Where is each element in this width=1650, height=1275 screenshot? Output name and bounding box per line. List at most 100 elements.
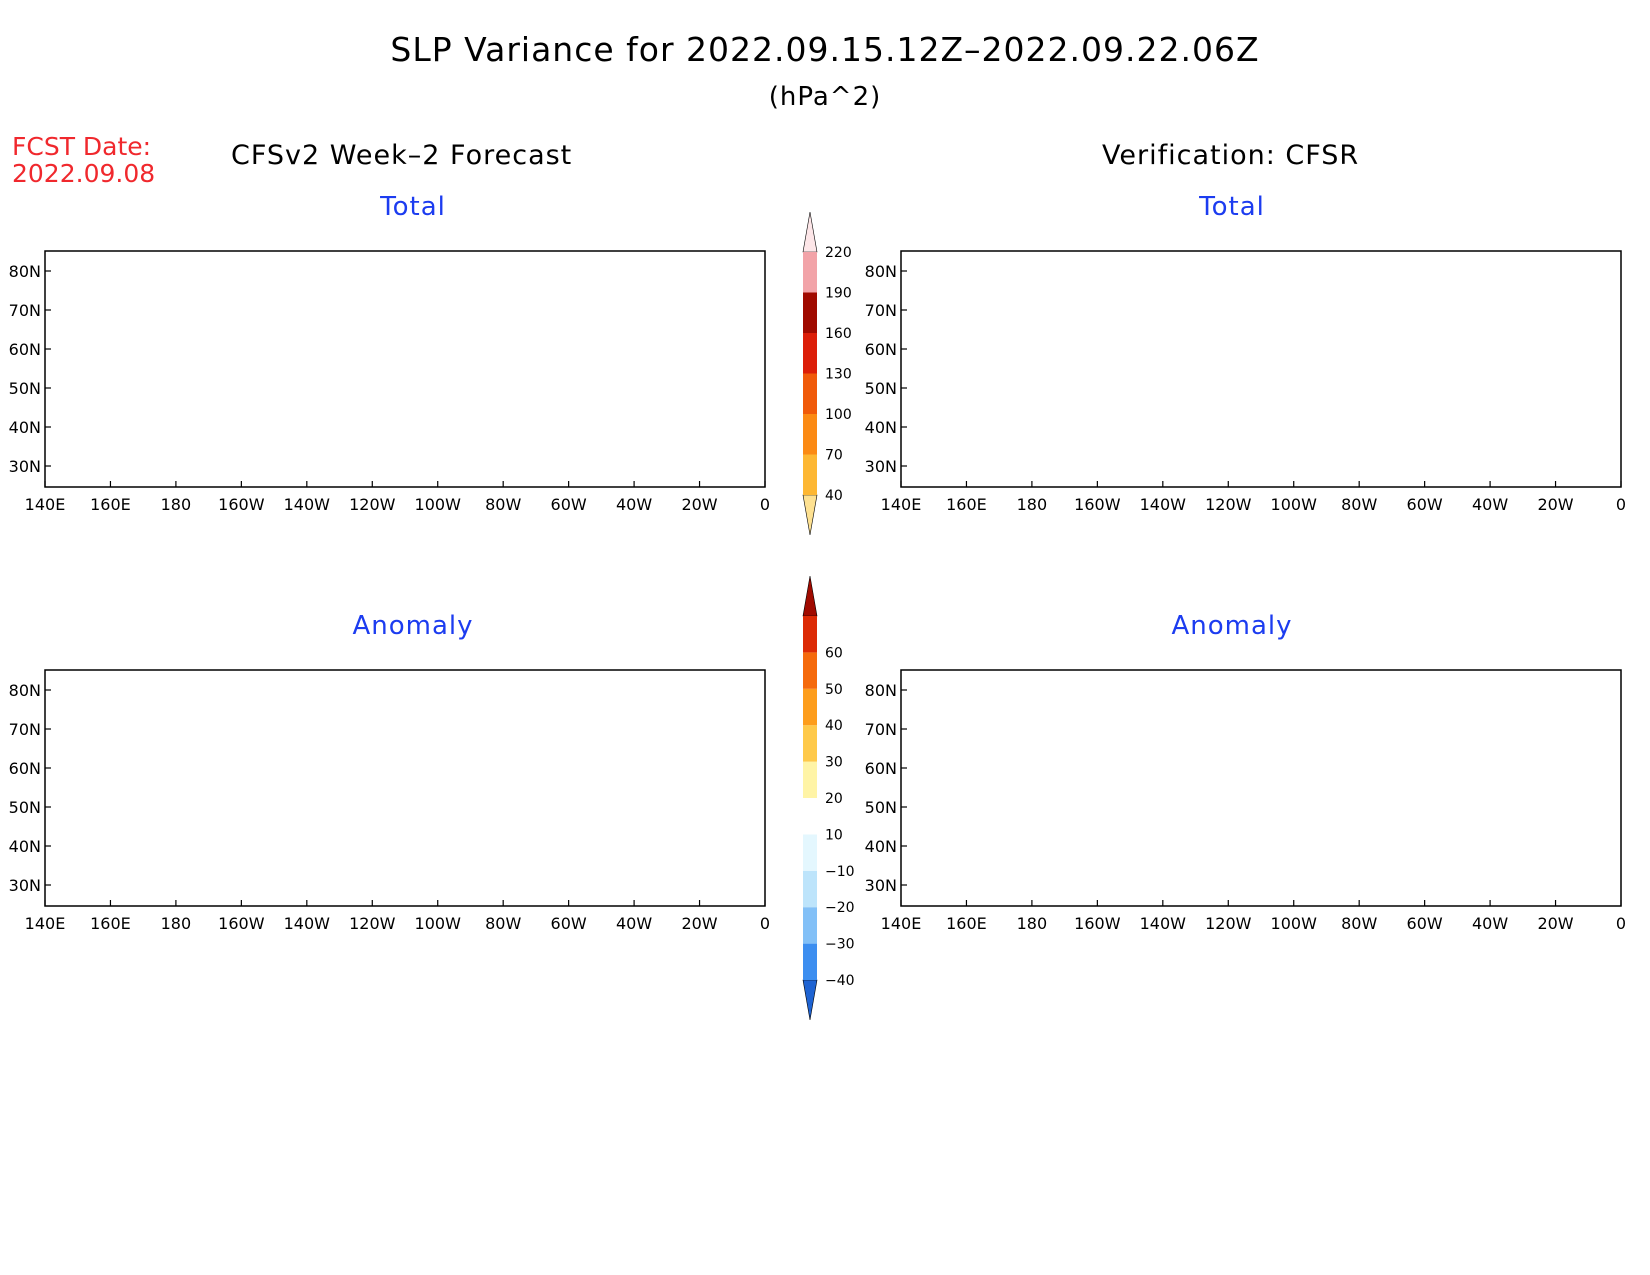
forecast-total-lon-label: 60W	[551, 495, 587, 514]
verification-anomaly-lon-label: 160E	[946, 914, 987, 933]
forecast-anomaly-lon-label: 100W	[415, 914, 462, 933]
verification-total-lon-label: 80W	[1341, 495, 1377, 514]
verification-total-lon-label: 160W	[1074, 495, 1121, 514]
total-colorbar-swatch	[803, 252, 817, 293]
verification-anomaly-lat-label: 40N	[865, 837, 897, 856]
total-colorbar-level-label: 70	[825, 448, 843, 464]
verification-total-lon-label: 160E	[946, 495, 987, 514]
total-colorbar-swatch	[803, 292, 817, 333]
verification-total-lon-label: 40W	[1472, 495, 1508, 514]
forecast-anomaly-lon-label: 20W	[681, 914, 717, 933]
anomaly-colorbar-level-label: −40	[825, 973, 855, 989]
verification-anomaly-lon-label: 180	[1017, 914, 1048, 933]
verification-anomaly-lon-label: 140W	[1140, 914, 1187, 933]
anomaly-colorbar: −40 −30 −20 −10 10 20 30 40 50 60	[802, 575, 855, 1021]
verification-anomaly-lon-label: 140E	[881, 914, 922, 933]
forecast-total-title: Total	[380, 192, 446, 222]
verification-total-lon-label: 140W	[1140, 495, 1187, 514]
forecast-total-lat-label: 60N	[9, 340, 41, 359]
total-colorbar-min-triangle	[802, 494, 818, 536]
forecast-total-lat-label: 70N	[9, 301, 41, 320]
forecast-anomaly-lon-label: 60W	[551, 914, 587, 933]
anomaly-colorbar-level-label: −30	[825, 937, 855, 953]
anomaly-colorbar-level-label: 40	[825, 718, 843, 734]
verification-anomaly-lat-label: 30N	[865, 876, 897, 895]
verification-anomaly-lat-label: 80N	[865, 681, 897, 700]
forecast-anomaly-lon-label: 160E	[90, 914, 131, 933]
anomaly-colorbar-max-triangle	[802, 575, 818, 617]
anomaly-colorbar-level-label: −20	[825, 900, 855, 916]
anomaly-colorbar-swatch	[803, 907, 817, 944]
total-colorbar-max-triangle	[802, 211, 818, 253]
anomaly-colorbar-level-label: 50	[825, 682, 843, 698]
total-colorbar-level-label: 100	[825, 407, 852, 423]
verification-anomaly-lat-label: 70N	[865, 720, 897, 739]
verification-total-lat-label: 60N	[865, 340, 897, 359]
forecast-total-map	[44, 250, 766, 488]
fcst-date-label: FCST Date:	[12, 132, 152, 161]
forecast-total-lon-label: 160E	[90, 495, 131, 514]
map-axes: 80N 70N 60N 50N 40N 30N 140E 160E 180 160W 140W 120…	[9, 262, 1626, 933]
forecast-anomaly-lon-label: 40W	[616, 914, 652, 933]
verification-anomaly-map	[900, 669, 1622, 907]
forecast-total-lon-label: 20W	[681, 495, 717, 514]
verification-total-lon-label: 60W	[1407, 495, 1443, 514]
verification-anomaly-lat-label: 60N	[865, 759, 897, 778]
forecast-anomaly-lon-label: 180	[161, 914, 192, 933]
total-colorbar-level-label: 40	[825, 488, 843, 504]
forecast-total-lon-label: 180	[161, 495, 192, 514]
forecast-anomaly-lat-label: 50N	[9, 798, 41, 817]
verification-total-lat-label: 40N	[865, 418, 897, 437]
anomaly-colorbar-level-label: 30	[825, 755, 843, 771]
verification-total-lon-label: 120W	[1205, 495, 1252, 514]
forecast-anomaly-lon-label: 160W	[218, 914, 265, 933]
verification-total-lon-label: 100W	[1271, 495, 1318, 514]
verification-total-lat-label: 30N	[865, 457, 897, 476]
anomaly-colorbar-level-label: −10	[825, 864, 855, 880]
forecast-anomaly-lat-label: 70N	[9, 720, 41, 739]
verification-anomaly-lon-label: 100W	[1271, 914, 1318, 933]
anomaly-colorbar-swatch	[803, 870, 817, 908]
forecast-anomaly-lon-label: 120W	[349, 914, 396, 933]
verification-total-lat-label: 80N	[865, 262, 897, 281]
forecast-anomaly-lon-label: 140W	[284, 914, 331, 933]
total-colorbar-level-label: 130	[825, 367, 852, 383]
verification-anomaly-lon-label: 120W	[1205, 914, 1252, 933]
anomaly-colorbar-swatch	[803, 688, 817, 726]
verification-total-lon-label: 0	[1616, 495, 1626, 514]
anomaly-colorbar-min-triangle	[802, 979, 818, 1021]
verification-total-lon-label: 180	[1017, 495, 1048, 514]
total-colorbar-swatch	[803, 454, 817, 495]
verification-total-lon-label: 20W	[1537, 495, 1573, 514]
forecast-anomaly-lat-label: 30N	[9, 876, 41, 895]
forecast-anomaly-title: Anomaly	[352, 611, 474, 641]
forecast-total-lat-label: 80N	[9, 262, 41, 281]
anomaly-colorbar-level-label: 60	[825, 645, 843, 661]
forecast-total-lon-label: 0	[760, 495, 770, 514]
verification-total-map	[900, 250, 1622, 488]
verification-anomaly-lon-label: 160W	[1074, 914, 1121, 933]
anomaly-colorbar-swatch	[803, 834, 817, 871]
total-colorbar-swatch	[803, 414, 817, 455]
verification-total-lat-label: 70N	[865, 301, 897, 320]
anomaly-colorbar-swatch	[803, 725, 817, 762]
forecast-total-lon-label: 80W	[485, 495, 521, 514]
forecast-total-lon-label: 160W	[218, 495, 265, 514]
verification-anomaly-lon-label: 40W	[1472, 914, 1508, 933]
total-colorbar-swatch	[803, 373, 817, 414]
total-colorbar-level-label: 190	[825, 286, 852, 302]
anomaly-colorbar-level-label: 20	[825, 791, 843, 807]
units-label: (hPa^2)	[768, 82, 882, 112]
anomaly-colorbar-swatch	[803, 943, 817, 980]
verification-total-title: Total	[1199, 192, 1265, 222]
verification-header: Verification: CFSR	[1102, 140, 1360, 171]
forecast-total-lon-label: 120W	[349, 495, 396, 514]
main-title: SLP Variance for 2022.09.15.12Z–2022.09.…	[390, 30, 1260, 69]
forecast-total-lat-label: 30N	[9, 457, 41, 476]
total-colorbar-level-label: 160	[825, 326, 852, 342]
anomaly-colorbar-swatch	[803, 652, 817, 689]
total-colorbar: 40 70 100 130 160 190 220	[802, 211, 852, 536]
forecast-anomaly-lat-label: 40N	[9, 837, 41, 856]
verification-anomaly-lon-label: 60W	[1407, 914, 1443, 933]
